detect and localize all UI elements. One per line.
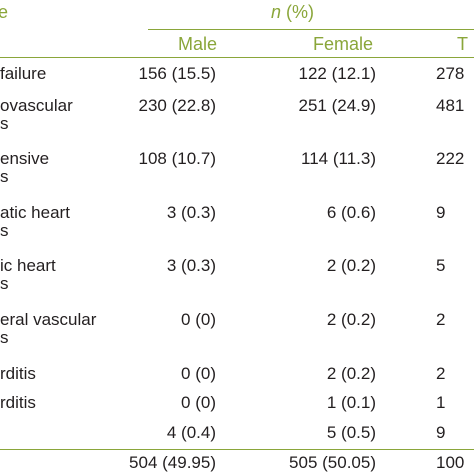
row-label: atic heart (0, 203, 70, 222)
row-label: ic heart (0, 256, 56, 275)
column-header-female: Female (313, 34, 374, 54)
female-value: 1 (0.1) (326, 393, 376, 412)
male-value: 156 (15.5) (138, 64, 217, 83)
row-label: rditis (0, 393, 36, 412)
total-value: 278 (436, 64, 465, 83)
row-label-continued: s (0, 274, 9, 293)
female-value: 122 (12.1) (298, 64, 377, 83)
male-value: 3 (0.3) (166, 203, 216, 222)
male-value: 4 (0.4) (166, 423, 216, 442)
female-value: 2 (0.2) (326, 364, 376, 383)
row-label: eral vascular (0, 310, 97, 329)
female-value: 505 (50.05) (289, 453, 376, 472)
male-value: 0 (0) (181, 310, 216, 329)
row-label-continued: s (0, 167, 9, 186)
female-value: 2 (0.2) (326, 256, 376, 275)
percent-label: (%) (281, 2, 315, 22)
n-percent-header: n (%) (271, 3, 314, 21)
male-value: 504 (49.95) (129, 453, 216, 472)
row-label-continued: s (0, 328, 9, 347)
column-header-total: T (457, 34, 468, 54)
header-mid-rule (148, 29, 474, 30)
female-value: 251 (24.9) (298, 96, 377, 115)
first-column-header: e (0, 2, 9, 22)
total-value: 9 (436, 203, 446, 222)
male-value: 0 (0) (181, 393, 216, 412)
column-header-male: Male (178, 34, 218, 54)
row-label: ensive (0, 149, 50, 168)
total-value: 2 (436, 310, 446, 329)
male-value: 230 (22.8) (138, 96, 217, 115)
row-label: failure (0, 64, 47, 83)
female-value: 5 (0.5) (326, 423, 376, 442)
total-rule (0, 449, 474, 450)
total-value: 9 (436, 423, 446, 442)
female-value: 2 (0.2) (326, 310, 376, 329)
male-value: 0 (0) (181, 364, 216, 383)
row-label-continued: s (0, 221, 9, 240)
total-value: 2 (436, 364, 446, 383)
n-symbol: n (271, 2, 282, 22)
total-value: 481 (436, 96, 465, 115)
female-value: 6 (0.6) (326, 203, 376, 222)
total-value: 1 (436, 393, 446, 412)
header-bottom-rule (0, 57, 474, 58)
male-value: 3 (0.3) (166, 256, 216, 275)
total-value: 5 (436, 256, 446, 275)
female-value: 114 (11.3) (301, 149, 376, 168)
row-label: rditis (0, 364, 36, 383)
total-value: 222 (436, 149, 465, 168)
row-label: ovascular (0, 96, 73, 115)
row-label-continued: s (0, 114, 9, 133)
male-value: 108 (10.7) (138, 149, 217, 168)
total-value: 100 (436, 453, 465, 472)
